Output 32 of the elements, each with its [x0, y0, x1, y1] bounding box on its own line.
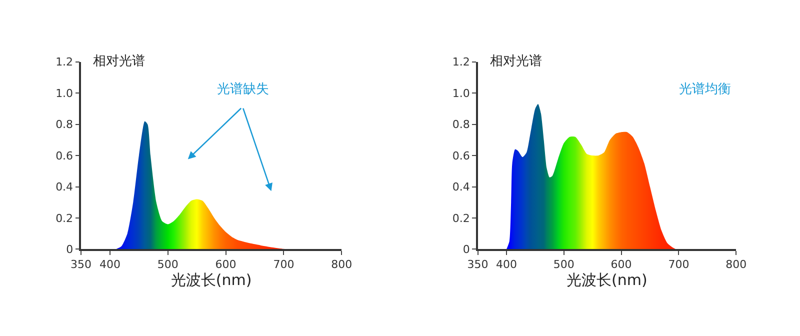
x-tick-label: 800: [726, 258, 747, 272]
x-tick-label: 400: [99, 258, 120, 272]
x-tick-label: 500: [553, 258, 574, 272]
x-tick-label: 800: [331, 258, 352, 272]
y-axis-title: 相对光谱: [490, 54, 542, 69]
y-tick-label: 0.6: [56, 149, 74, 162]
annotation: 光谱缺失: [217, 82, 269, 97]
x-tick-label: 600: [610, 258, 632, 272]
y-axis-title: 相对光谱: [93, 54, 145, 69]
y-tick-label: 0.4: [452, 180, 470, 194]
y-tick-label: 0.6: [452, 149, 470, 162]
x-axis-title: 光波长(nm): [566, 271, 648, 290]
y-tick-label: 0.8: [56, 118, 74, 132]
y-tick-label: 0.8: [452, 118, 470, 132]
x-tick-label: 600: [215, 258, 236, 272]
y-tick-label: 1.0: [56, 86, 74, 100]
x-tick-label: 500: [157, 258, 178, 272]
x-tick-label: 700: [273, 258, 294, 272]
y-tick-label: 1.2: [452, 56, 470, 69]
y-tick-label: 1.2: [56, 56, 74, 69]
y-tick-label: 0: [66, 243, 74, 256]
y-tick-label: 1.0: [452, 86, 470, 100]
y-tick-label: 0.2: [452, 212, 470, 225]
x-axis-title: 光波长(nm): [170, 271, 252, 290]
annotation: 光谱均衡: [679, 82, 731, 97]
y-tick-label: 0.2: [56, 212, 74, 225]
y-tick-label: 0.4: [56, 180, 74, 194]
x-tick-label: 400: [496, 258, 517, 272]
x-tick-label: 350: [467, 258, 488, 272]
x-tick-label: 700: [668, 258, 690, 272]
y-tick-label: 0: [462, 243, 470, 256]
x-tick-label: 350: [70, 258, 92, 272]
